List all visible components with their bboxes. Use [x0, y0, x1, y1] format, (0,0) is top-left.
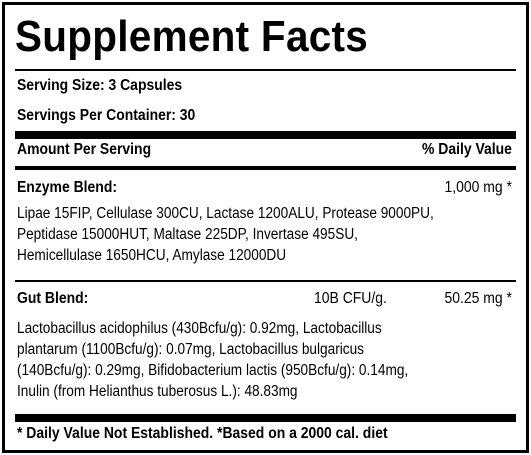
- divider-servings: [15, 131, 516, 139]
- enzyme-ingredient-line: Lipae 15FIP, Cellulase 300CU, Lactase 12…: [17, 205, 434, 222]
- gut-blend-amount: 50.25 mg *: [444, 290, 512, 307]
- divider-footnote: [15, 414, 516, 422]
- gut-blend-ingredients: Lactobacillus acidophilus (430Bcfu/g): 0…: [17, 318, 510, 402]
- enzyme-blend-amount: 1,000 mg *: [444, 179, 512, 196]
- amount-per-serving-header: Amount Per Serving: [17, 141, 152, 158]
- serving-size: Serving Size: 3 Capsules: [17, 77, 183, 94]
- enzyme-blend-name: Enzyme Blend:: [17, 179, 117, 196]
- footnote: * Daily Value Not Established. *Based on…: [17, 425, 388, 442]
- gut-blend-cfu: 10B CFU/g.: [314, 290, 387, 307]
- gut-blend-name: Gut Blend:: [17, 290, 89, 307]
- daily-value-header: % Daily Value: [422, 141, 512, 158]
- divider-title: [15, 69, 516, 71]
- gut-ingredient-line: (140Bcfu/g): 0.29mg, Bifidobacterium lac…: [17, 362, 409, 379]
- enzyme-ingredient-line: Hemicellulase 1650HCU, Amylase 12000DU: [17, 247, 287, 264]
- enzyme-blend-ingredients: Lipae 15FIP, Cellulase 300CU, Lactase 12…: [17, 203, 510, 266]
- gut-ingredient-line: plantarum (1100Bcfu/g): 0.07mg, Lactobac…: [17, 341, 365, 358]
- gut-ingredient-line: Inulin (from Helianthus tuberosus L.): 4…: [17, 383, 298, 400]
- divider-header: [15, 166, 516, 170]
- panel-title: Supplement Facts: [15, 12, 369, 61]
- servings-per-container: Servings Per Container: 30: [17, 107, 196, 124]
- enzyme-ingredient-line: Peptidase 15000HUT, Maltase 225DP, Inver…: [17, 226, 358, 243]
- gut-ingredient-line: Lactobacillus acidophilus (430Bcfu/g): 0…: [17, 320, 382, 337]
- divider-enzyme: [15, 280, 516, 282]
